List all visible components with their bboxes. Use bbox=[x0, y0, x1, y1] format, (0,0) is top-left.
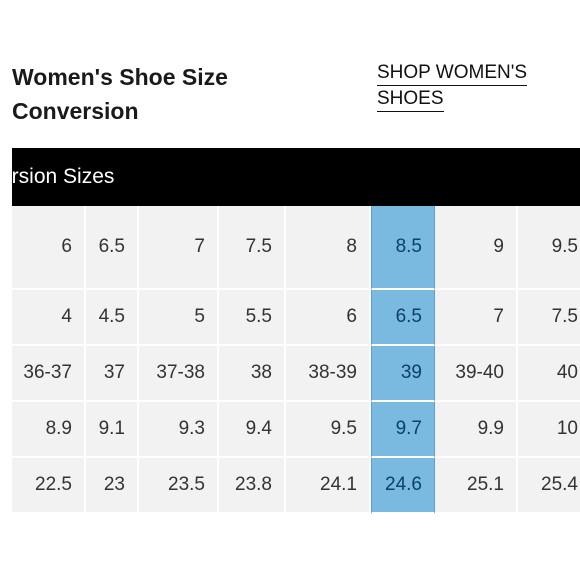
table-cell: 7 bbox=[435, 290, 518, 346]
table-cell: 7.5 bbox=[219, 206, 286, 290]
shop-link-line-2: SHOES bbox=[377, 87, 444, 112]
table-cell: 9.5 bbox=[518, 206, 580, 290]
table-cell-highlighted: 6.5 bbox=[371, 290, 435, 346]
table-cell: 9.4 bbox=[219, 402, 286, 458]
table-cell: 23.5 bbox=[139, 458, 219, 514]
size-conversion-table: 6 6.5 7 7.5 8 8.5 9 9.5 4 4.5 5 5.5 6 6.5 7 7.5 36-37 37 3… bbox=[12, 206, 580, 514]
table-cell: 8 bbox=[286, 206, 371, 290]
table-cell: 36-37 bbox=[12, 346, 86, 402]
page-header bbox=[0, 0, 580, 58]
conversion-sizes-header-label: ersion Sizes bbox=[12, 165, 115, 188]
table-cell: 38-39 bbox=[286, 346, 371, 402]
table-cell: 9 bbox=[435, 206, 518, 290]
table-cell: 25.1 bbox=[435, 458, 518, 514]
table-cell: 8.9 bbox=[12, 402, 86, 458]
table-cell: 9.3 bbox=[139, 402, 219, 458]
shop-link-line-1: SHOP WOMEN'S bbox=[377, 61, 528, 86]
table-cell: 37-38 bbox=[139, 346, 219, 402]
table-cell-highlighted: 8.5 bbox=[371, 206, 435, 290]
table-cell: 7.5 bbox=[518, 290, 580, 346]
table-cell: 23 bbox=[86, 458, 139, 514]
table-cell-highlighted: 9.7 bbox=[371, 402, 435, 458]
shop-womens-shoes-link[interactable]: SHOP WOMEN'S SHOES bbox=[377, 60, 577, 112]
page-title-line-1: Women's Shoe Size bbox=[12, 64, 228, 90]
table-cell: 9.9 bbox=[435, 402, 518, 458]
table-cell: 9.1 bbox=[86, 402, 139, 458]
table-cell-highlighted: 39 bbox=[371, 346, 435, 402]
table-cell: 9.5 bbox=[286, 402, 371, 458]
page-title-line-2: Conversion bbox=[12, 98, 139, 124]
page-bottom bbox=[0, 514, 580, 580]
table-cell: 7 bbox=[139, 206, 219, 290]
table-cell: 39-40 bbox=[435, 346, 518, 402]
table-cell: 5 bbox=[139, 290, 219, 346]
table-cell: 6.5 bbox=[86, 206, 139, 290]
table-cell: 23.8 bbox=[219, 458, 286, 514]
conversion-sizes-header: ersion Sizes bbox=[12, 148, 580, 206]
table-cell: 22.5 bbox=[12, 458, 86, 514]
table-cell: 40 bbox=[518, 346, 580, 402]
table-cell: 4.5 bbox=[86, 290, 139, 346]
table-cell: 10 bbox=[518, 402, 580, 458]
table-cell: 37 bbox=[86, 346, 139, 402]
table-cell: 6 bbox=[12, 206, 86, 290]
table-cell-highlighted: 24.6 bbox=[371, 458, 435, 514]
table-cell: 6 bbox=[286, 290, 371, 346]
page-title: Women's Shoe Size Conversion bbox=[12, 60, 312, 128]
table-cell: 24.1 bbox=[286, 458, 371, 514]
table-cell: 5.5 bbox=[219, 290, 286, 346]
table-cell: 38 bbox=[219, 346, 286, 402]
table-cell: 25.4 bbox=[518, 458, 580, 514]
table-cell: 4 bbox=[12, 290, 86, 346]
